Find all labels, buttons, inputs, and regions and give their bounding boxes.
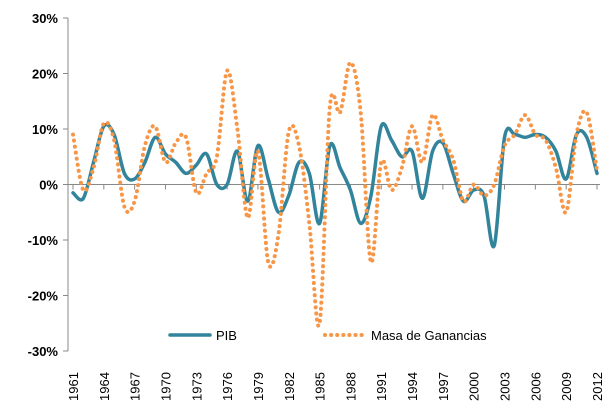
y-tick-label: 30% — [32, 11, 58, 26]
y-tick-label: -20% — [28, 289, 59, 304]
x-tick-label: 1973 — [189, 372, 204, 401]
x-tick-label: 2003 — [498, 372, 513, 401]
x-tick-label: 1964 — [97, 372, 112, 401]
y-tick-label: -30% — [28, 344, 59, 359]
x-tick-label: 1970 — [158, 372, 173, 401]
x-tick-label: 1991 — [374, 372, 389, 401]
y-tick-label: 10% — [32, 122, 58, 137]
series-line — [71, 122, 599, 249]
x-tick-label: 1982 — [282, 372, 297, 401]
y-tick-label: 20% — [32, 67, 58, 82]
x-tick-label: 2000 — [467, 372, 482, 401]
x-tick-label: 2006 — [528, 372, 543, 401]
y-tick-label: -10% — [28, 233, 59, 248]
legend-label: Masa de Ganancias — [371, 328, 487, 343]
x-tick-label: 1961 — [66, 372, 81, 401]
series-line — [71, 60, 599, 328]
x-tick-label: 1988 — [343, 372, 358, 401]
x-tick-label: 2009 — [559, 372, 574, 401]
x-tick-label: 1979 — [251, 372, 266, 401]
legend-label: PIB — [216, 328, 237, 343]
y-tick-label: 0% — [39, 178, 58, 193]
x-tick-label: 1967 — [128, 372, 143, 401]
x-tick-label: 1994 — [405, 372, 420, 401]
x-tick-label: 1997 — [436, 372, 451, 401]
x-tick-label: 2012 — [590, 372, 605, 401]
x-tick-label: 1976 — [220, 372, 235, 401]
x-tick-label: 1985 — [313, 372, 328, 401]
